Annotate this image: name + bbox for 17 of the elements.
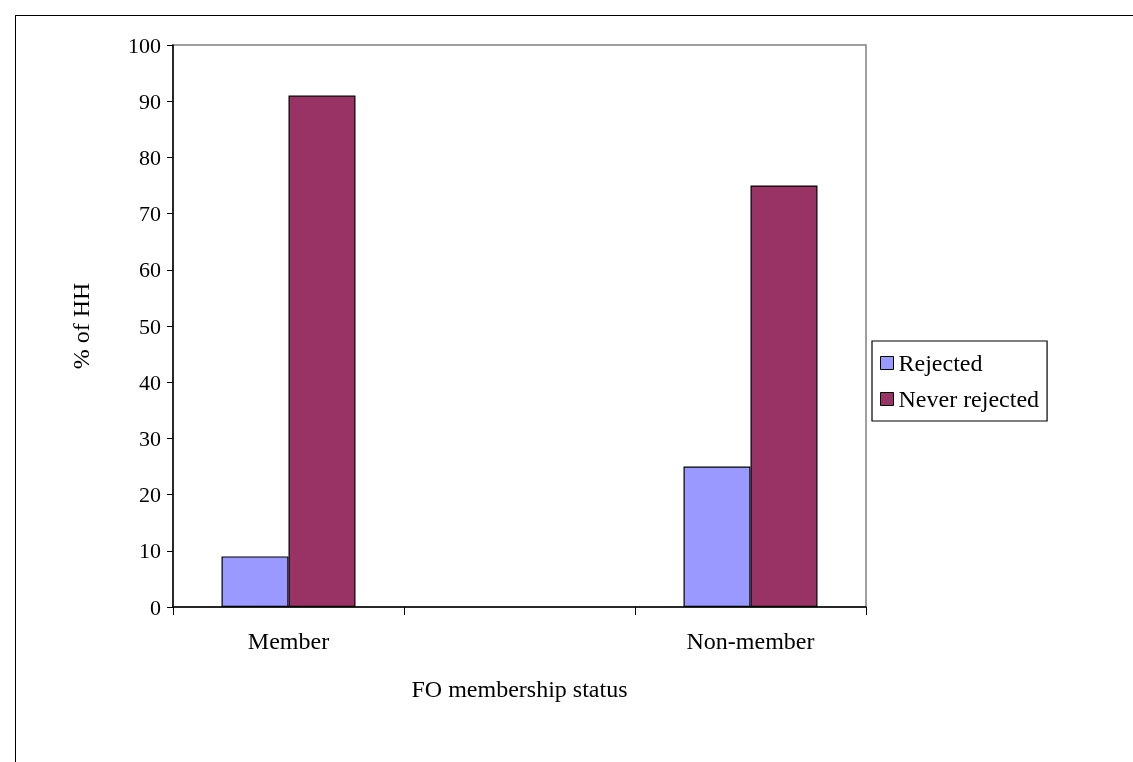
y-tick-label: 10: [139, 538, 161, 564]
y-tick-label: 100: [128, 32, 161, 58]
y-tick-label: 70: [139, 201, 161, 227]
y-axis-title: % of HH: [68, 282, 94, 370]
y-tick-label: 90: [139, 88, 161, 114]
x-tick-label: Non-member: [686, 628, 815, 654]
y-tick-label: 80: [139, 144, 161, 170]
x-tick-label: Member: [247, 628, 330, 654]
y-tick-label: 40: [139, 369, 161, 395]
y-tick-label: 20: [139, 482, 161, 508]
x-axis-title: FO membership status: [411, 676, 628, 702]
legend-label: Rejected: [898, 350, 983, 376]
legend-label: Never rejected: [898, 386, 1040, 412]
y-tick-label: 30: [139, 425, 161, 451]
y-tick-label: 50: [139, 313, 161, 339]
y-tick-label: 0: [150, 594, 161, 620]
y-tick-label: 60: [139, 257, 161, 283]
